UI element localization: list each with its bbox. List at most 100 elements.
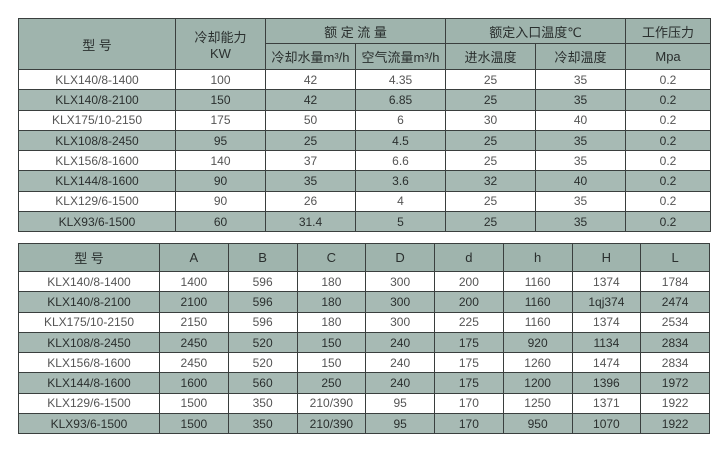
model-cell: KLX144/8-1600 [18,170,176,192]
value-cell: 37 [265,150,356,172]
value-cell: 1474 [571,352,642,374]
model-cell: KLX140/8-1400 [18,68,176,91]
value-cell: 40 [534,109,627,131]
value-cell: 200 [434,291,504,313]
value-cell: 520 [227,352,298,374]
table-row: KLX140/8-1400 1400 596 180 300 200 1160 1374 178… [18,270,710,293]
model-cell: KLX108/8-2450 [18,129,176,152]
value-cell: 25 [445,129,536,152]
table-row: KLX144/8-1600 90 35 3.6 32 40 0.2 [18,170,712,192]
value-cell: 250 [296,372,367,394]
header-rated-flow: 额 定 流 量 [265,18,446,44]
value-cell: 0.2 [625,150,712,172]
value-cell: 90 [175,190,266,213]
capacity-label: 冷却能力 [194,30,247,45]
value-cell: 200 [434,270,504,293]
value-cell: 3.6 [355,170,446,192]
column-header: C [296,243,367,272]
value-cell: 26 [265,190,356,213]
value-cell: 2474 [640,291,710,313]
table-row: KLX140/8-2100 150 42 6.85 25 35 0.2 [18,89,712,111]
table-row: KLX129/6-1500 1500 350 210/390 95 170 1250 1371… [18,392,710,415]
value-cell: 2150 [159,311,229,333]
column-header: A [159,243,229,272]
table-row: KLX108/8-2450 95 25 4.5 25 35 0.2 [18,129,712,152]
header-air-flow: 空气流量m³/h [355,43,446,70]
value-cell: 4.35 [355,68,446,91]
value-cell: 520 [227,331,298,354]
value-cell: 920 [502,331,573,354]
value-cell: 1784 [640,270,710,293]
value-cell: 31.4 [265,211,356,233]
value-cell: 60 [175,211,266,233]
value-cell: 180 [296,311,367,333]
value-cell: 950 [502,413,573,435]
value-cell: 95 [175,129,266,152]
value-cell: 175 [434,331,504,354]
model-cell: KLX140/8-1400 [18,270,160,293]
value-cell: 1qj374 [571,291,642,313]
value-cell: 300 [365,311,435,333]
value-cell: 0.2 [625,170,712,192]
model-cell: KLX156/8-1600 [18,352,160,374]
value-cell: 596 [227,270,298,293]
header-water-temp: 进水温度 [445,43,536,70]
value-cell: 2450 [159,331,229,354]
value-cell: 170 [434,413,504,435]
table-row: KLX144/8-1600 1600 560 250 240 175 1200 1396 197… [18,372,710,394]
value-cell: 25 [445,190,536,213]
model-cell: KLX156/8-1600 [18,150,176,172]
value-cell: 1160 [502,311,573,333]
model-cell: KLX175/10-2150 [18,109,176,131]
value-cell: 100 [175,68,266,91]
value-cell: 175 [434,352,504,374]
column-header: L [640,243,710,272]
value-cell: 25 [445,150,536,172]
value-cell: 1922 [640,413,710,435]
value-cell: 175 [175,109,266,131]
value-cell: 25 [445,89,536,111]
value-cell: 6 [355,109,446,131]
value-cell: 0.2 [625,129,712,152]
value-cell: 1500 [159,392,229,415]
value-cell: 35 [534,190,627,213]
table-row: KLX93/6-1500 60 31.4 5 25 35 0.2 [18,211,712,233]
value-cell: 2534 [640,311,710,333]
value-cell: 225 [434,311,504,333]
header-pressure: 工作压力 [625,18,712,44]
value-cell: 2834 [640,331,710,354]
value-cell: 42 [265,89,356,111]
value-cell: 170 [434,392,504,415]
value-cell: 5 [355,211,446,233]
model-cell: KLX93/6-1500 [18,211,176,233]
model-cell: KLX140/8-2100 [18,291,160,313]
value-cell: 300 [365,270,435,293]
column-header: h [502,243,573,272]
value-cell: 1922 [640,392,710,415]
value-cell: 35 [534,150,627,172]
value-cell: 1160 [502,270,573,293]
table-row: KLX93/6-1500 1500 350 210/390 95 170 950 1070 19… [18,413,710,435]
value-cell: 2450 [159,352,229,374]
value-cell: 2100 [159,291,229,313]
value-cell: 150 [296,352,367,374]
value-cell: 1500 [159,413,229,435]
value-cell: 1250 [502,392,573,415]
header-model: 型 号 [18,18,176,70]
value-cell: 25 [265,129,356,152]
value-cell: 0.2 [625,109,712,131]
value-cell: 350 [227,392,298,415]
value-cell: 95 [365,413,435,435]
value-cell: 350 [227,413,298,435]
value-cell: 240 [365,331,435,354]
model-cell: KLX175/10-2150 [18,311,160,333]
value-cell: 50 [265,109,356,131]
value-cell: 30 [445,109,536,131]
value-cell: 180 [296,270,367,293]
value-cell: 1200 [502,372,573,394]
table-row: KLX156/8-1600 2450 520 150 240 175 1260 1474 283… [18,352,710,374]
header-water-flow: 冷却水量m³/h [265,43,356,70]
column-header: D [365,243,435,272]
value-cell: 1972 [640,372,710,394]
value-cell: 42 [265,68,356,91]
